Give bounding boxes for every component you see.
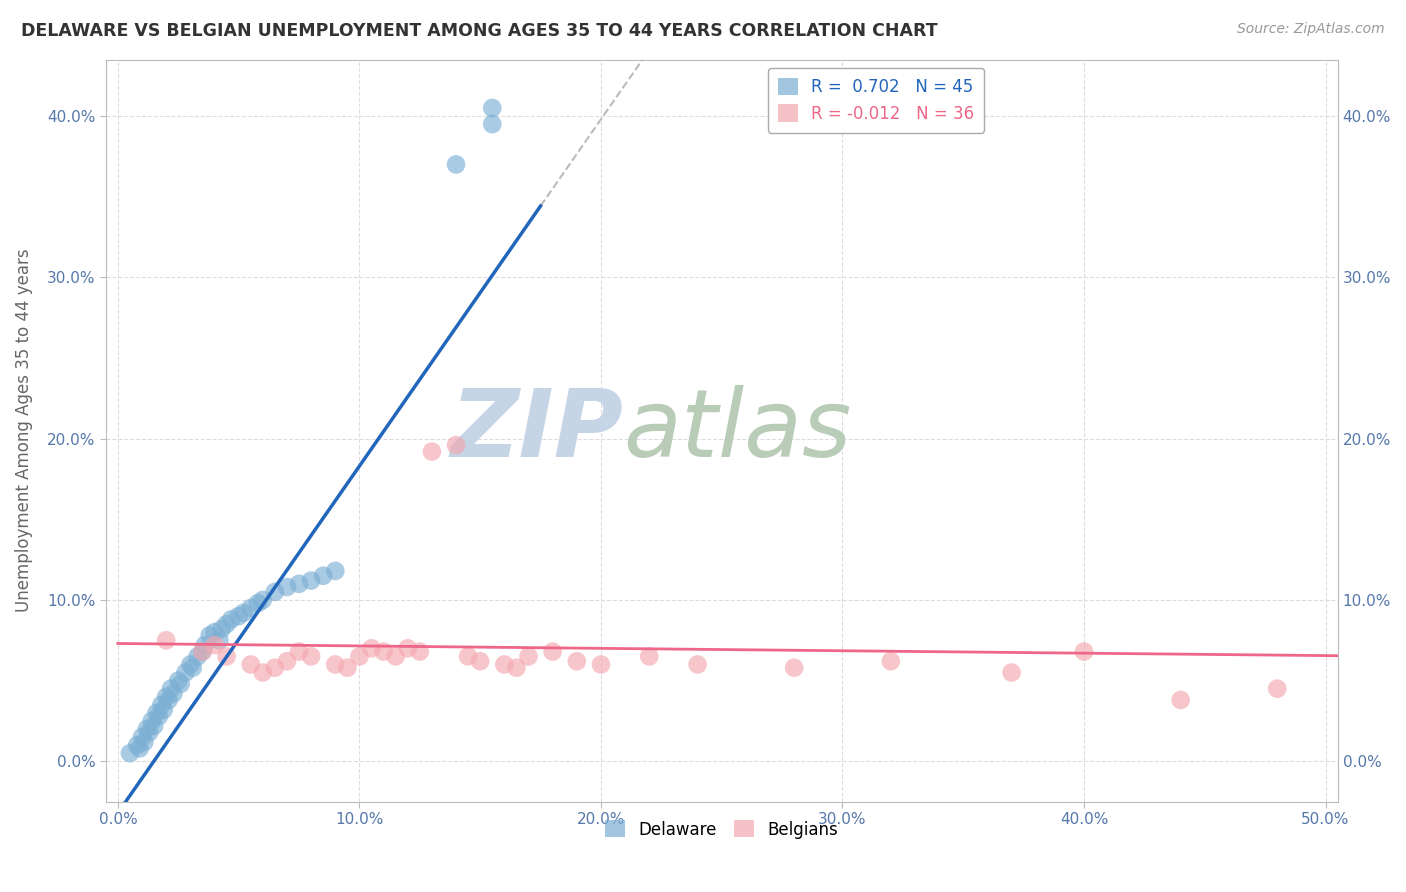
Point: [160, 681, 183, 696]
Point: [505, 661, 527, 675]
Point: [481, 101, 503, 115]
Point: [187, 649, 209, 664]
Point: [148, 709, 170, 723]
Point: [470, 654, 492, 668]
Point: [276, 580, 298, 594]
Point: [457, 649, 479, 664]
Point: [880, 654, 903, 668]
Point: [157, 693, 180, 707]
Point: [373, 644, 395, 658]
Point: [198, 628, 221, 642]
Point: [150, 698, 173, 712]
Point: [167, 673, 190, 688]
Point: [204, 638, 226, 652]
Point: [409, 644, 432, 658]
Point: [384, 649, 406, 664]
Point: [299, 574, 322, 588]
Text: Source: ZipAtlas.com: Source: ZipAtlas.com: [1237, 22, 1385, 37]
Point: [215, 649, 238, 664]
Text: DELAWARE VS BELGIAN UNEMPLOYMENT AMONG AGES 35 TO 44 YEARS CORRELATION CHART: DELAWARE VS BELGIAN UNEMPLOYMENT AMONG A…: [21, 22, 938, 40]
Point: [128, 741, 150, 756]
Point: [349, 649, 371, 664]
Point: [783, 661, 806, 675]
Point: [215, 617, 238, 632]
Point: [134, 735, 156, 749]
Point: [589, 657, 612, 672]
Point: [276, 654, 298, 668]
Point: [118, 746, 141, 760]
Point: [517, 649, 540, 664]
Point: [1265, 681, 1288, 696]
Legend: Delaware, Belgians: Delaware, Belgians: [599, 814, 845, 846]
Y-axis label: Unemployment Among Ages 35 to 44 years: Unemployment Among Ages 35 to 44 years: [15, 249, 32, 613]
Point: [360, 641, 382, 656]
Point: [194, 638, 217, 652]
Text: ZIP: ZIP: [450, 384, 623, 476]
Point: [1000, 665, 1022, 680]
Point: [131, 730, 153, 744]
Point: [138, 725, 160, 739]
Point: [288, 644, 311, 658]
Point: [246, 596, 269, 610]
Point: [288, 577, 311, 591]
Point: [1073, 644, 1095, 658]
Point: [323, 657, 346, 672]
Point: [541, 644, 564, 658]
Point: [565, 654, 588, 668]
Point: [264, 661, 287, 675]
Point: [444, 157, 467, 171]
Point: [211, 622, 233, 636]
Point: [155, 633, 177, 648]
Point: [191, 644, 214, 658]
Point: [420, 444, 443, 458]
Point: [191, 644, 214, 658]
Point: [135, 722, 157, 736]
Point: [174, 665, 197, 680]
Point: [312, 568, 335, 582]
Point: [252, 593, 274, 607]
Point: [155, 690, 177, 704]
Point: [264, 585, 287, 599]
Point: [323, 564, 346, 578]
Point: [299, 649, 322, 664]
Point: [145, 706, 167, 720]
Point: [232, 606, 254, 620]
Point: [638, 649, 661, 664]
Point: [1170, 693, 1192, 707]
Point: [239, 657, 262, 672]
Point: [152, 703, 174, 717]
Text: atlas: atlas: [623, 385, 852, 476]
Point: [127, 738, 149, 752]
Point: [481, 117, 503, 131]
Point: [336, 661, 359, 675]
Point: [252, 665, 274, 680]
Point: [221, 612, 243, 626]
Point: [143, 719, 166, 733]
Point: [141, 714, 163, 728]
Point: [179, 657, 201, 672]
Point: [686, 657, 709, 672]
Point: [444, 438, 467, 452]
Point: [494, 657, 516, 672]
Point: [181, 661, 204, 675]
Point: [208, 633, 231, 648]
Point: [204, 625, 226, 640]
Point: [162, 686, 184, 700]
Point: [239, 601, 262, 615]
Point: [228, 609, 250, 624]
Point: [170, 677, 193, 691]
Point: [396, 641, 419, 656]
